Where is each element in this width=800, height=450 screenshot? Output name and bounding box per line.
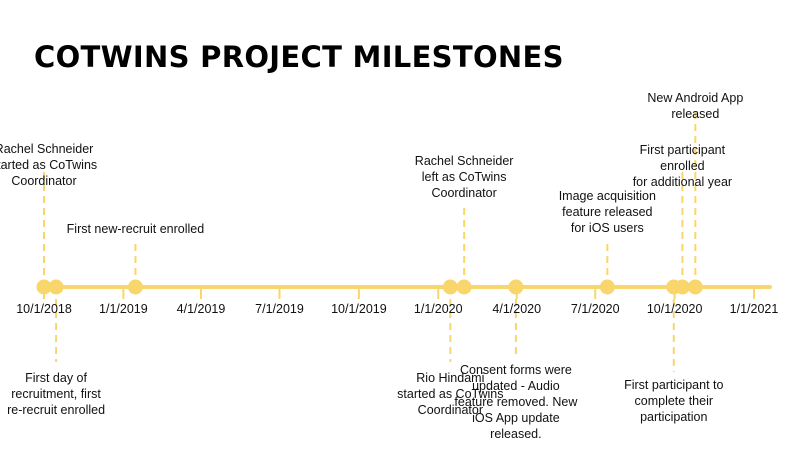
milestone-marker — [456, 279, 472, 295]
slide-title: COTWINS PROJECT MILESTONES — [34, 40, 564, 74]
axis-tick-label: 1/1/2020 — [413, 302, 463, 316]
milestone-marker — [674, 279, 690, 295]
axis-tick-label: 10/1/2018 — [16, 302, 72, 316]
milestone-marker — [687, 279, 703, 295]
milestone-marker — [36, 279, 52, 295]
milestone-label: Consent forms were updated - Audio featu… — [454, 363, 578, 441]
milestone-label: First day of recruitment, first re-recru… — [7, 371, 106, 417]
milestone-marker — [48, 279, 64, 295]
axis-tick-label: 10/1/2019 — [331, 302, 387, 316]
axis-tick-label: 4/1/2019 — [176, 302, 226, 316]
milestone-label: Rachel Schneider left as CoTwins Coordin… — [414, 154, 514, 200]
milestone-label: Rachel Schneider started as CoTwins Coor… — [0, 142, 98, 188]
milestone-marker — [599, 279, 615, 295]
milestone-label: First participant to complete their part… — [624, 378, 724, 424]
milestone-label: First new-recruit enrolled — [66, 222, 205, 236]
axis-tick-label: 1/1/2021 — [729, 302, 779, 316]
milestone-marker — [127, 279, 143, 295]
axis-tick-label: 4/1/2020 — [492, 302, 542, 316]
milestone-label: Rio Hindami started as CoTwins Coordinat… — [397, 371, 504, 417]
milestone-marker — [508, 279, 524, 295]
milestone-label: Image acquisition feature released for i… — [558, 189, 656, 235]
milestone-label: First participant enrolled for additiona… — [632, 143, 733, 189]
axis-tick-label: 10/1/2020 — [646, 302, 703, 316]
axis-tick-label: 1/1/2019 — [99, 302, 148, 316]
milestone-marker — [442, 279, 458, 295]
milestone-label: New Android App released — [647, 91, 744, 121]
axis-tick-label: 7/1/2019 — [255, 302, 304, 316]
axis-tick-label: 7/1/2020 — [570, 302, 620, 316]
